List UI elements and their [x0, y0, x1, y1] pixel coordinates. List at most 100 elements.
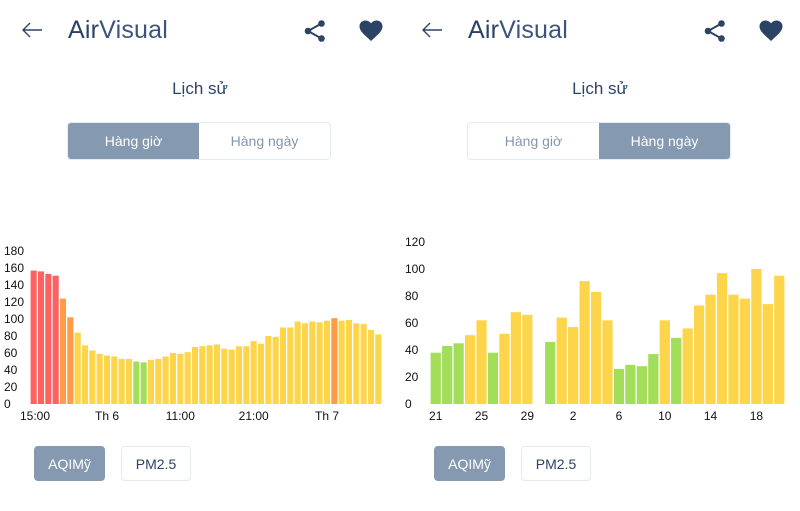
bar[interactable] [602, 320, 613, 404]
bar[interactable] [453, 343, 464, 404]
bar[interactable] [67, 317, 74, 404]
bar[interactable] [522, 314, 533, 404]
bar[interactable] [45, 273, 52, 404]
tab-hourly[interactable]: Hàng giờ [504, 133, 563, 149]
x-tick-label: 11:00 [166, 409, 195, 423]
bar[interactable] [442, 345, 453, 404]
bar[interactable] [590, 291, 602, 404]
bar[interactable] [774, 275, 785, 404]
bar[interactable] [235, 346, 243, 404]
bar[interactable] [287, 327, 294, 405]
bar[interactable] [257, 343, 265, 404]
bar[interactable] [625, 364, 636, 404]
bar[interactable] [693, 305, 705, 404]
x-tick-label: 14 [704, 409, 718, 423]
bar[interactable] [250, 341, 257, 404]
bar[interactable] [323, 320, 331, 404]
bar[interactable] [81, 345, 89, 404]
bar[interactable] [52, 275, 59, 404]
bar[interactable] [111, 356, 118, 404]
tab-daily[interactable]: Hàng ngày [599, 123, 730, 159]
bar[interactable] [89, 350, 96, 404]
bar[interactable] [155, 358, 162, 404]
pm25-button[interactable]: PM2.5 [521, 446, 591, 481]
tab-hourly[interactable]: Hàng giờ [68, 123, 199, 159]
bar[interactable] [476, 320, 487, 404]
bar[interactable] [228, 349, 235, 404]
bar[interactable] [464, 335, 476, 404]
bar[interactable] [739, 298, 751, 404]
aqi-us-button[interactable]: AQIMỹ [434, 446, 505, 481]
x-tick-label: 18 [750, 409, 764, 423]
pm25-button[interactable]: PM2.5 [121, 446, 191, 481]
bar[interactable] [367, 330, 375, 404]
arrow-left-icon[interactable] [20, 18, 44, 42]
bar[interactable] [762, 304, 773, 404]
bar[interactable] [353, 323, 360, 404]
bar[interactable] [613, 368, 625, 404]
heart-icon[interactable] [359, 20, 383, 42]
bar[interactable] [375, 334, 382, 404]
share-icon[interactable] [303, 19, 327, 43]
bar[interactable] [206, 345, 213, 404]
bar[interactable] [682, 328, 693, 404]
bar[interactable] [487, 352, 499, 404]
bar[interactable] [360, 324, 367, 404]
bar[interactable] [213, 344, 221, 405]
aqi-us-button[interactable]: AQIMỹ [34, 446, 105, 481]
heart-icon[interactable] [759, 20, 783, 42]
bar[interactable] [659, 320, 670, 404]
y-tick-label: 40 [4, 363, 18, 377]
bar[interactable] [125, 358, 133, 404]
bar[interactable] [316, 322, 323, 404]
bar[interactable] [545, 341, 556, 404]
bar[interactable] [199, 346, 206, 404]
bar[interactable] [74, 332, 81, 404]
bar[interactable] [243, 346, 250, 404]
x-tick-label: Th 7 [315, 409, 339, 423]
bar[interactable] [265, 336, 272, 404]
bar[interactable] [636, 366, 647, 404]
bar[interactable] [59, 298, 67, 404]
bar[interactable] [510, 312, 522, 404]
bar[interactable] [705, 294, 716, 404]
page-title: Lịch sử [572, 79, 628, 98]
bar[interactable] [716, 273, 728, 404]
bar[interactable] [499, 333, 510, 404]
bar[interactable] [728, 294, 739, 404]
bar[interactable] [118, 358, 125, 404]
bar[interactable] [309, 321, 316, 404]
share-icon[interactable] [703, 19, 727, 43]
arrow-left-icon[interactable] [420, 18, 444, 42]
bar[interactable] [430, 352, 441, 404]
bar[interactable] [345, 319, 353, 404]
bar[interactable] [279, 327, 287, 405]
bar[interactable] [191, 347, 199, 404]
y-tick-label: 40 [405, 343, 419, 357]
y-tick-label: 140 [4, 278, 24, 292]
bar[interactable] [221, 348, 228, 404]
bar[interactable] [338, 320, 345, 404]
bar[interactable] [556, 317, 567, 404]
bar[interactable] [169, 353, 177, 404]
bar[interactable] [579, 281, 590, 404]
bar[interactable] [133, 361, 140, 405]
bar[interactable] [184, 352, 191, 404]
tab-daily[interactable]: Hàng ngày [230, 133, 299, 149]
bar[interactable] [147, 359, 155, 404]
bar[interactable] [30, 270, 37, 404]
bar[interactable] [751, 269, 762, 404]
bar[interactable] [37, 271, 45, 404]
bar[interactable] [648, 354, 659, 404]
bar[interactable] [177, 353, 184, 404]
bar[interactable] [331, 318, 338, 404]
bar[interactable] [294, 321, 301, 404]
bar[interactable] [103, 355, 111, 404]
bar[interactable] [301, 323, 309, 404]
bar[interactable] [96, 353, 103, 404]
bar[interactable] [568, 327, 579, 404]
bar[interactable] [272, 336, 279, 404]
bar[interactable] [671, 337, 682, 404]
bar[interactable] [162, 356, 169, 404]
bar[interactable] [140, 362, 147, 404]
